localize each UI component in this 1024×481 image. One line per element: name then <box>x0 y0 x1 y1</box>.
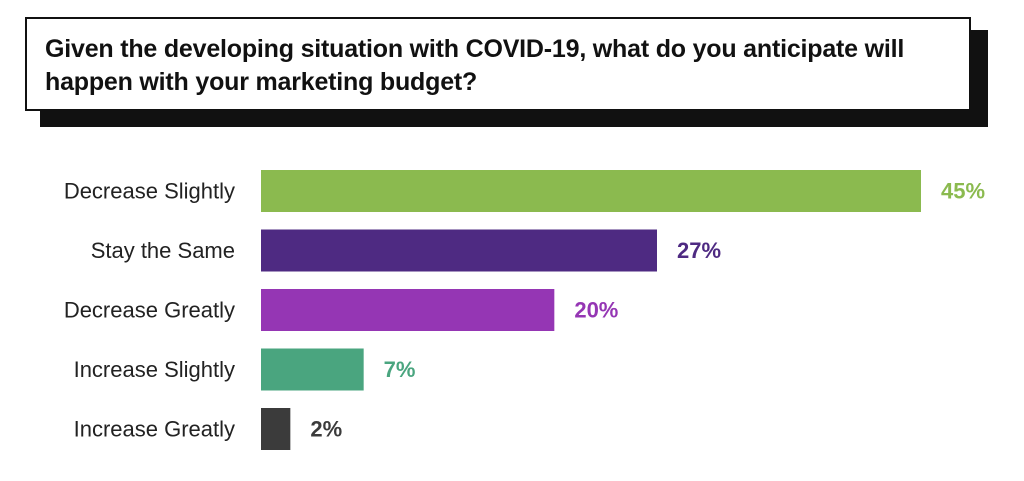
category-label-decrease-slightly: Decrease Slightly <box>64 179 235 204</box>
value-label-decrease-slightly: 45% <box>941 179 985 204</box>
bar-decrease-slightly <box>261 170 921 212</box>
value-label-increase-greatly: 2% <box>310 417 342 442</box>
bar-increase-greatly <box>261 408 291 450</box>
chart-title: Given the developing situation with COVI… <box>45 35 905 96</box>
bars-group: Decrease Slightly 45% Stay the Same 27% Decr… <box>64 170 985 450</box>
title-box: Given the developing situation with COVI… <box>25 17 971 111</box>
value-label-decrease-greatly: 20% <box>574 298 618 323</box>
category-label-increase-greatly: Increase Greatly <box>74 417 235 442</box>
bar-stay-the-same <box>261 229 657 272</box>
category-label-increase-slightly: Increase Slightly <box>74 357 235 382</box>
value-label-increase-slightly: 7% <box>384 357 416 382</box>
value-label-stay-the-same: 27% <box>677 238 721 263</box>
category-label-decrease-greatly: Decrease Greatly <box>64 298 235 323</box>
category-label-stay-the-same: Stay the Same <box>91 238 235 263</box>
bar-decrease-greatly <box>261 289 555 331</box>
bar-increase-slightly <box>261 348 364 391</box>
